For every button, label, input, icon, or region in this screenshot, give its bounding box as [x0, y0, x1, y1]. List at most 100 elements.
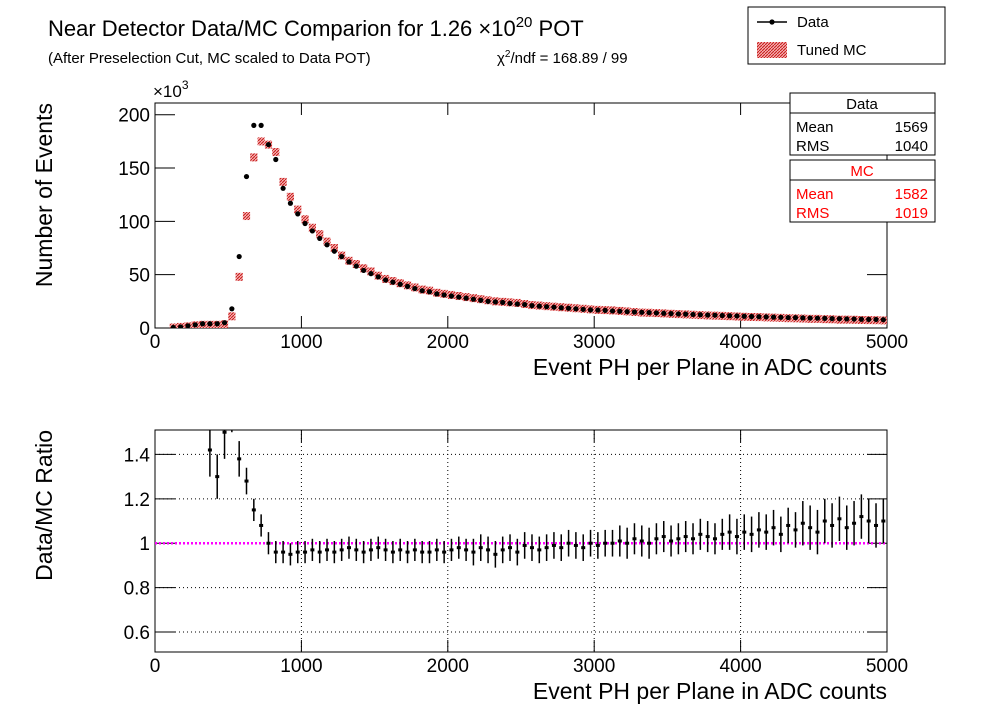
legend-swatch: [757, 42, 787, 58]
ratio-point: [705, 535, 710, 539]
ratio-point: [215, 475, 220, 479]
stats-key: RMS: [796, 205, 829, 222]
data-point: [734, 313, 740, 319]
x-tick-label: 0: [150, 656, 161, 677]
ratio-point: [632, 537, 637, 541]
data-point: [441, 292, 447, 298]
mc-box: [308, 223, 316, 232]
title-sup: 20: [516, 14, 533, 31]
ratio-point: [742, 530, 747, 534]
ratio-point: [837, 517, 842, 521]
ratio-point: [449, 548, 454, 552]
ratio-point: [661, 535, 666, 539]
data-point: [800, 315, 806, 321]
y-tick-label: 0: [139, 319, 150, 340]
y-tick-label: 0.8: [124, 579, 150, 600]
ratio-point: [852, 521, 857, 525]
data-point: [470, 296, 477, 302]
legend-label: Data: [797, 14, 829, 31]
mc-box: [323, 237, 331, 246]
ratio-point: [398, 548, 403, 552]
ratio-point: [230, 397, 234, 400]
data-point: [236, 253, 242, 260]
x-tick-label: 4000: [719, 332, 761, 353]
mc-box: [272, 148, 280, 157]
data-point: [456, 294, 462, 300]
data-point: [324, 242, 330, 248]
y-tick-label: 50: [129, 266, 150, 287]
ratio-point: [339, 548, 344, 552]
ratio-point: [376, 546, 381, 550]
data-point: [858, 316, 864, 322]
data-point: [404, 283, 411, 290]
stats-key: Mean: [796, 186, 834, 203]
ratio-point: [295, 550, 300, 554]
ratio-point: [859, 515, 864, 519]
data-point: [866, 316, 872, 322]
mc-box: [257, 137, 265, 146]
chart-title: Near Detector Data/MC Comparion for 1.26…: [48, 14, 584, 41]
x-tick-label: 2000: [427, 656, 469, 677]
data-point: [748, 313, 755, 320]
stats-title: Data: [846, 96, 878, 113]
ratio-point: [610, 541, 615, 545]
data-point: [756, 314, 762, 320]
ratio-point: [551, 543, 556, 547]
y-tick-label: 1.2: [124, 490, 150, 511]
data-point: [287, 200, 294, 206]
ratio-point: [822, 519, 827, 523]
data-point: [170, 324, 176, 328]
x-tick-label: 4000: [719, 656, 761, 677]
stats-box: [789, 159, 936, 223]
ratio-point: [251, 508, 256, 512]
ratio-point: [625, 541, 630, 545]
data-point: [478, 297, 484, 303]
mc-box: [250, 153, 258, 162]
data-point: [339, 253, 345, 260]
ratio-point: [676, 537, 681, 541]
ratio-point: [493, 552, 498, 556]
plot-area: [155, 397, 887, 568]
data-point: [595, 307, 601, 313]
data-point: [763, 314, 769, 320]
ratio-point: [368, 548, 373, 552]
data-point: [199, 321, 206, 327]
ratio-point: [346, 546, 351, 550]
ratio-point: [603, 541, 608, 545]
stats-box: [789, 92, 936, 156]
ratio-point: [800, 521, 805, 525]
ratio-point: [866, 519, 871, 523]
ratio-point: [764, 530, 769, 534]
ratio-point: [647, 541, 652, 545]
mc-box: [279, 177, 287, 186]
ratio-point: [581, 546, 586, 550]
ratio-point: [288, 552, 293, 556]
ratio-point: [793, 528, 798, 532]
chi2-sup: 2: [505, 49, 511, 60]
data-point: [741, 313, 747, 319]
data-point: [207, 321, 213, 327]
ratio-point: [310, 548, 315, 552]
ratio-point: [222, 430, 227, 434]
ratio-point: [595, 543, 600, 547]
title-end: POT: [532, 16, 583, 41]
ratio-point: [654, 537, 659, 541]
ratio-point: [464, 548, 469, 552]
mc-box: [301, 215, 309, 224]
data-point: [251, 122, 257, 128]
mc-box: [330, 244, 338, 253]
ratio-point: [434, 548, 439, 552]
data-point: [536, 303, 542, 309]
data-point: [434, 291, 440, 297]
data-point: [624, 309, 630, 315]
x-axis-title: Event PH per Plane in ADC counts: [533, 354, 887, 380]
plot-area: [169, 122, 887, 328]
data-point: [448, 293, 455, 299]
subtitle: (After Preselection Cut, MC scaled to Da…: [48, 50, 371, 67]
stats-value: 1569: [895, 119, 928, 136]
ratio-point: [281, 550, 286, 554]
ratio-point: [456, 546, 461, 550]
data-point: [880, 317, 886, 323]
data-point: [229, 306, 235, 312]
data-point: [368, 271, 374, 277]
